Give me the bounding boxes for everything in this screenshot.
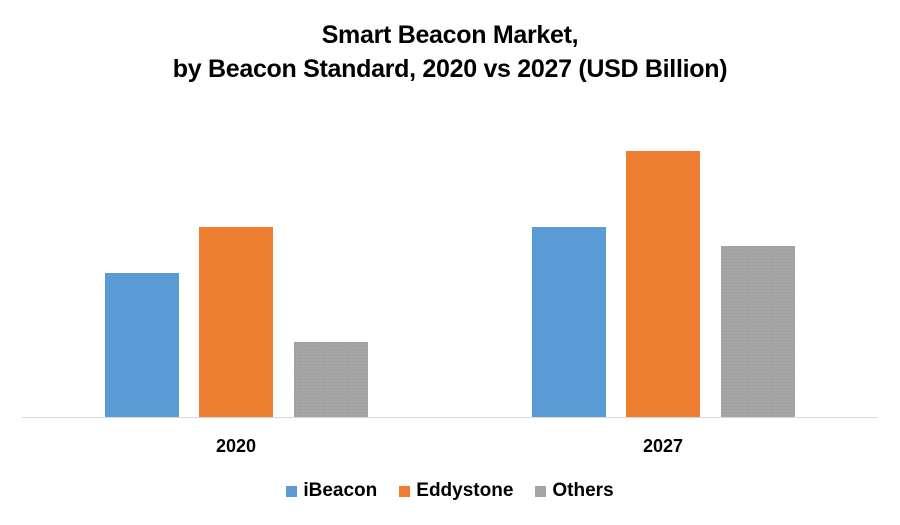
legend-label-others: Others <box>552 480 614 501</box>
x-axis-line <box>22 417 878 418</box>
legend-item-others: Others <box>535 480 614 502</box>
chart-title: Smart Beacon Market, by Beacon Standard,… <box>0 18 900 86</box>
legend-label-eddystone: Eddystone <box>416 480 514 501</box>
legend-swatch-ibeacon <box>286 485 298 497</box>
legend-swatch-others <box>535 485 547 497</box>
legend-swatch-eddystone <box>399 485 411 497</box>
bar-ibeacon-2027 <box>532 227 606 418</box>
legend-item-eddystone: Eddystone <box>399 480 513 502</box>
chart-title-line-1: Smart Beacon Market, <box>321 21 579 49</box>
x-axis-label-2027: 2027 <box>642 436 684 456</box>
legend-item-ibeacon: iBeacon <box>286 480 377 502</box>
plot-area <box>22 100 878 418</box>
bar-eddystone-2020 <box>199 227 273 418</box>
bar-others-2027 <box>721 246 795 418</box>
legend: iBeacon Eddystone Others <box>0 480 900 502</box>
bar-others-2020 <box>294 342 368 418</box>
bar-eddystone-2027 <box>626 151 700 418</box>
chart-title-line-2: by Beacon Standard, 2020 vs 2027 (USD Bi… <box>172 55 728 83</box>
legend-label-ibeacon: iBeacon <box>303 480 378 501</box>
bar-ibeacon-2020 <box>105 273 179 418</box>
x-axis-label-2020: 2020 <box>215 436 257 456</box>
